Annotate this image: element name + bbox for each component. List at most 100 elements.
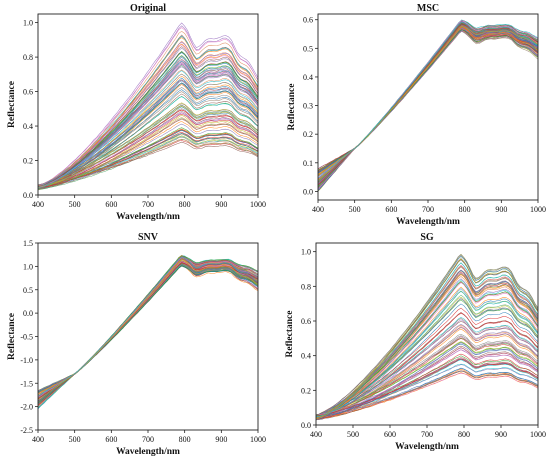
spectrum-line — [318, 27, 538, 185]
spectrum-line — [38, 265, 258, 393]
spectrum-line — [38, 265, 258, 408]
spectrum-line — [318, 21, 538, 182]
x-tick-label: 800 — [179, 200, 191, 209]
spectrum-line — [316, 265, 538, 418]
x-tick-label: 600 — [105, 435, 117, 444]
chart-panel-original: 400 500 600 700 800 900 1000 0.0 0.2 0.4 0.6 0.8 1.0… — [7, 3, 266, 222]
spectrum-line — [318, 24, 538, 189]
spectrum-line — [318, 21, 538, 180]
x-axis-label: Wavelength/nm — [116, 212, 180, 222]
spectrum-line — [38, 264, 258, 399]
spectrum-line — [316, 254, 538, 416]
spectrum-line — [318, 26, 538, 186]
spectrum-line — [38, 131, 258, 188]
x-tick-label: 1000 — [530, 205, 546, 214]
y-tick-label: 0.2 — [301, 386, 311, 395]
spectrum-line — [38, 255, 258, 403]
spectrum-line — [318, 29, 538, 181]
x-tick-label: 600 — [384, 430, 396, 439]
spectrum-line — [318, 25, 538, 186]
y-tick-label: 1.5 — [23, 239, 33, 248]
y-axis-label: Reflectance — [285, 311, 295, 358]
spectrum-line — [38, 256, 258, 404]
spectrum-line — [318, 24, 538, 172]
spectrum-line — [38, 256, 258, 404]
x-tick-label: 900 — [495, 205, 507, 214]
x-tick-label: 700 — [142, 200, 154, 209]
spectrum-line — [38, 257, 258, 407]
x-tick-label: 800 — [459, 205, 471, 214]
x-tick-label: 800 — [179, 435, 191, 444]
spectrum-line — [318, 20, 538, 172]
spectrum-line — [38, 262, 258, 400]
spectrum-line — [38, 261, 258, 407]
y-tick-label: 0.0 — [23, 191, 33, 200]
y-tick-label: 0.6 — [301, 317, 311, 326]
spectrum-line — [38, 255, 258, 402]
spectrum-line — [318, 30, 538, 183]
spectrum-line — [318, 22, 538, 172]
spectrum-line — [318, 20, 538, 185]
spectrum-line — [318, 19, 538, 187]
spectrum-line — [38, 114, 258, 189]
spectrum-line — [38, 255, 258, 403]
spectrum-line — [318, 19, 538, 191]
spectrum-line — [318, 23, 538, 188]
spectrum-line — [318, 29, 538, 192]
spectrum-line — [38, 87, 258, 191]
x-tick-label: 600 — [105, 200, 117, 209]
spectrum-line — [38, 135, 258, 186]
spectrum-line — [38, 260, 258, 406]
spectrum-line — [318, 30, 538, 184]
x-tick-label: 900 — [215, 200, 227, 209]
y-tick-label: 0.6 — [23, 88, 33, 97]
spectrum-line — [38, 108, 258, 187]
spectrum-line — [38, 75, 258, 188]
spectrum-line — [38, 265, 258, 393]
spectrum-line — [38, 256, 258, 406]
x-tick-label: 400 — [310, 430, 322, 439]
chart-title: SG — [420, 232, 434, 243]
x-tick-label: 500 — [69, 435, 81, 444]
spectrum-line — [316, 316, 538, 418]
spectrum-line — [38, 259, 258, 393]
x-tick-label: 900 — [215, 435, 227, 444]
x-tick-label: 400 — [312, 205, 324, 214]
spectrum-line — [316, 370, 538, 418]
spectrum-line — [318, 22, 538, 181]
spectrum-line — [318, 21, 538, 187]
spectrum-line — [318, 29, 538, 188]
x-tick-label: 800 — [458, 430, 470, 439]
y-tick-label: -1.0 — [20, 356, 33, 365]
spectrum-line — [318, 23, 538, 186]
spectrum-line — [316, 265, 538, 419]
spectrum-line — [318, 24, 538, 173]
spectrum-line — [38, 258, 258, 405]
spectrum-line — [38, 256, 258, 403]
spectrum-line — [38, 265, 258, 407]
spectrum-line — [38, 63, 258, 188]
y-axis-label: Reflectance — [7, 313, 17, 360]
spectrum-line — [38, 258, 258, 410]
spectrum-line — [318, 24, 538, 177]
spectrum-line — [316, 326, 538, 418]
x-tick-label: 700 — [421, 430, 433, 439]
spectrum-line — [318, 26, 538, 181]
spectrum-line — [318, 30, 538, 179]
spectrum-line — [316, 282, 538, 420]
spectrum-line — [318, 20, 538, 172]
x-tick-label: 1000 — [250, 435, 266, 444]
spectrum-line — [38, 82, 258, 188]
spectrum-line — [318, 26, 538, 190]
spectrum-line — [38, 257, 258, 401]
y-tick-label: 0.4 — [301, 352, 311, 361]
spectrum-line — [38, 261, 258, 404]
chart-title: MSC — [417, 3, 439, 14]
spectrum-line — [318, 23, 538, 189]
spectrum-line — [318, 24, 538, 171]
spectrum-line — [318, 27, 538, 190]
spectrum-line — [318, 23, 538, 171]
spectrum-line — [38, 43, 258, 187]
x-tick-label: 400 — [32, 435, 44, 444]
spectrum-line — [38, 123, 258, 189]
